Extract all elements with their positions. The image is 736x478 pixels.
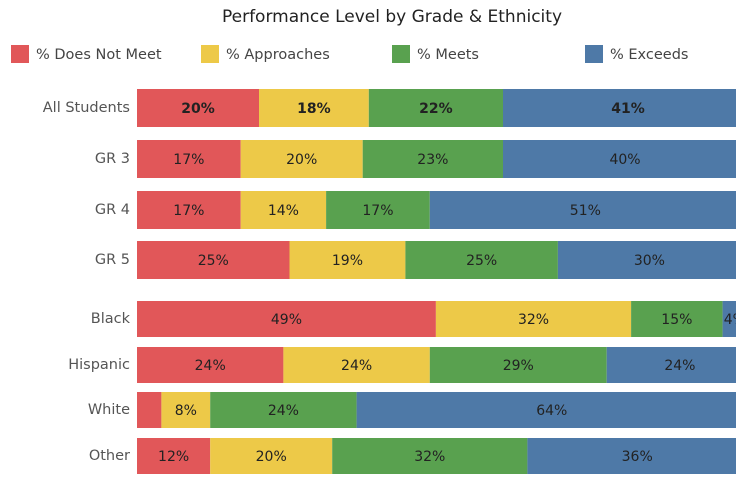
bar-segment	[429, 347, 607, 383]
bar-segment	[332, 438, 528, 474]
bar-segment	[259, 89, 369, 127]
data-label: 40%	[609, 152, 640, 168]
bar-segment	[527, 438, 736, 474]
y-tick-label: GR 4	[95, 202, 130, 218]
bar-segment	[137, 140, 241, 178]
y-tick-label: Other	[89, 448, 130, 464]
data-label: 14%	[268, 203, 299, 219]
data-label: 25%	[466, 253, 497, 269]
data-label: 12%	[158, 449, 189, 465]
data-label: 17%	[362, 203, 393, 219]
data-label: 41%	[611, 101, 645, 117]
bar-segment	[137, 191, 241, 229]
bar-segment	[362, 140, 503, 178]
data-label: 24%	[664, 358, 695, 374]
data-label: 17%	[173, 152, 204, 168]
data-label: 51%	[570, 203, 601, 219]
bar-segment	[326, 191, 430, 229]
bar-segment	[503, 140, 736, 178]
bar-segment	[137, 438, 211, 474]
data-label: 20%	[286, 152, 317, 168]
y-tick-label: All Students	[43, 100, 130, 116]
bar-segment	[435, 301, 632, 337]
data-label: 49%	[271, 312, 302, 328]
data-label: 17%	[173, 203, 204, 219]
data-label: 36%	[622, 449, 653, 465]
legend-label: % Meets	[417, 47, 479, 63]
bar-segment	[137, 347, 284, 383]
bar-segment	[240, 140, 363, 178]
legend-label: % Exceeds	[610, 47, 688, 63]
bar-segment	[137, 89, 259, 127]
bar-segment	[722, 301, 736, 337]
legend-swatch	[11, 45, 29, 63]
bar-segment	[429, 191, 736, 229]
bar-segment	[210, 438, 333, 474]
bar-segment	[137, 241, 290, 279]
bar-segment	[289, 241, 406, 279]
data-label: 29%	[503, 358, 534, 374]
data-label: 8%	[175, 403, 197, 419]
legend-swatch	[585, 45, 603, 63]
bar-segment	[606, 347, 736, 383]
data-label: 4%	[724, 312, 736, 328]
data-label: 25%	[198, 253, 229, 269]
bar-segment	[503, 89, 736, 127]
data-label: 32%	[518, 312, 549, 328]
data-label: 15%	[661, 312, 692, 328]
data-label: 24%	[195, 358, 226, 374]
data-label: 20%	[181, 101, 215, 117]
y-tick-label: Black	[91, 311, 131, 327]
data-label: 18%	[297, 101, 331, 117]
data-label: 64%	[536, 403, 567, 419]
bar-segment	[356, 392, 736, 428]
data-label: 22%	[419, 101, 453, 117]
bar-segment	[210, 392, 357, 428]
data-label: 19%	[332, 253, 363, 269]
y-tick-label: GR 3	[95, 151, 130, 167]
chart-title: Performance Level by Grade & Ethnicity	[222, 7, 562, 27]
legend-swatch	[201, 45, 219, 63]
bar-segment	[137, 392, 162, 428]
legend-label: % Does Not Meet	[36, 47, 162, 63]
bar-segment	[137, 301, 436, 337]
data-label: 24%	[341, 358, 372, 374]
bar-segment	[161, 392, 211, 428]
bar-segment	[557, 241, 736, 279]
bar-segment	[405, 241, 558, 279]
bar-segment	[631, 301, 723, 337]
y-tick-label: Hispanic	[68, 357, 130, 373]
data-label: 32%	[414, 449, 445, 465]
y-tick-label: GR 5	[95, 252, 130, 268]
y-tick-label: White	[88, 402, 130, 418]
bar-segment	[368, 89, 503, 127]
legend-swatch	[392, 45, 410, 63]
data-label: 23%	[417, 152, 448, 168]
data-label: 20%	[256, 449, 287, 465]
data-label: 24%	[268, 403, 299, 419]
bar-segment	[240, 191, 327, 229]
data-label: 30%	[634, 253, 665, 269]
bar-segment	[283, 347, 430, 383]
legend-label: % Approaches	[226, 47, 330, 63]
